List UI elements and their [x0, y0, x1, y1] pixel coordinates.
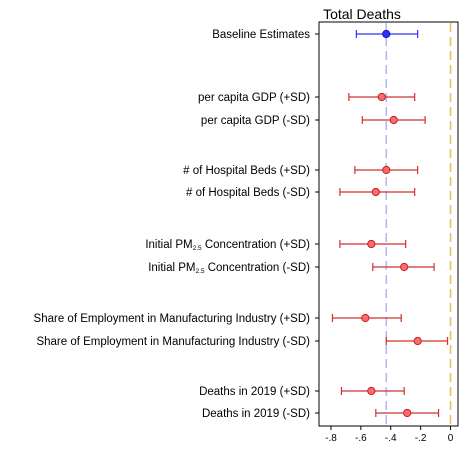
row-label: # of Hospital Beds (+SD) [183, 165, 310, 177]
point-estimate [377, 92, 386, 102]
point-estimate [403, 408, 412, 418]
point-estimate [400, 262, 409, 272]
row-label: # of Hospital Beds (-SD) [186, 187, 310, 199]
point-estimate [367, 386, 376, 396]
point-estimate [371, 187, 380, 197]
estimate-row: # of Hospital Beds (+SD) [183, 165, 419, 177]
row-label: per capita GDP (+SD) [198, 92, 310, 104]
estimate-row: per capita GDP (+SD) [198, 92, 416, 104]
x-tick-label: -.2 [415, 433, 427, 444]
x-tick-label: -.8 [325, 433, 337, 444]
estimate-row: Initial PM2.5 Concentration (-SD) [148, 262, 435, 275]
plot-frame [318, 21, 459, 427]
estimate-row: Deaths in 2019 (+SD) [199, 386, 405, 398]
row-label: Share of Employment in Manufacturing Ind… [36, 336, 310, 348]
point-estimate [382, 29, 391, 39]
estimate-row: # of Hospital Beds (-SD) [186, 187, 416, 199]
point-estimate [413, 336, 422, 346]
estimate-row: per capita GDP (-SD) [201, 115, 426, 127]
row-label: Initial PM2.5 Concentration (+SD) [145, 239, 310, 252]
point-estimate [389, 115, 398, 125]
row-label: Baseline Estimates [212, 29, 310, 41]
estimate-row: Initial PM2.5 Concentration (+SD) [145, 239, 407, 252]
x-tick-label: 0 [448, 433, 454, 444]
chart-title: Total Deaths [323, 6, 401, 22]
estimate-row: Baseline Estimates [212, 29, 419, 41]
x-tick-label: -.6 [355, 433, 367, 444]
row-label: per capita GDP (-SD) [201, 115, 310, 127]
row-label: Deaths in 2019 (-SD) [202, 408, 310, 420]
row-label: Initial PM2.5 Concentration (-SD) [148, 262, 310, 275]
row-label: Deaths in 2019 (+SD) [199, 386, 310, 398]
point-estimate [367, 239, 376, 249]
estimate-row: Deaths in 2019 (-SD) [202, 408, 440, 420]
estimate-row: Share of Employment in Manufacturing Ind… [34, 313, 402, 325]
x-tick-label: -.4 [385, 433, 397, 444]
point-estimate [382, 165, 391, 175]
row-label: Share of Employment in Manufacturing Ind… [34, 313, 311, 325]
point-estimate [361, 313, 370, 323]
estimate-row: Share of Employment in Manufacturing Ind… [36, 336, 449, 348]
